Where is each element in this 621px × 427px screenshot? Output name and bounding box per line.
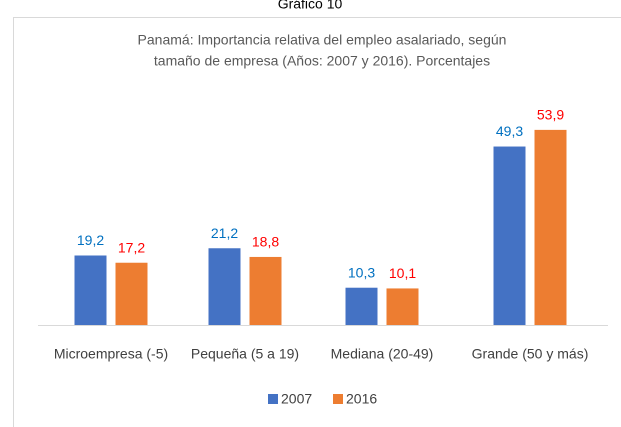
chart-title: Panamá: Importancia relativa del empleo … [138, 32, 507, 48]
bar [345, 287, 378, 325]
bar [249, 256, 282, 325]
legend-swatch [333, 394, 343, 404]
chart-heading: Gráfico 10 [278, 0, 343, 12]
data-label: 10,1 [389, 265, 416, 281]
bar [493, 146, 526, 325]
x-tick-label: Pequeña (5 a 19) [191, 346, 299, 362]
x-tick-label: Mediana (20-49) [331, 346, 434, 362]
bar [115, 262, 148, 325]
x-tick-label: Microempresa (-5) [54, 346, 168, 362]
x-tick-label: Grande (50 y más) [472, 346, 589, 362]
data-label: 19,2 [77, 232, 104, 248]
bar [534, 129, 567, 325]
legend-swatch [268, 394, 278, 404]
data-label: 53,9 [537, 107, 564, 123]
data-label: 21,2 [211, 225, 238, 241]
bar [208, 248, 241, 325]
data-label: 17,2 [118, 239, 145, 255]
bar [74, 255, 107, 325]
bar [386, 288, 419, 325]
chart-title: tamaño de empresa (Años: 2007 y 2016). P… [154, 53, 490, 69]
data-label: 49,3 [496, 123, 523, 139]
data-label: 18,8 [252, 234, 279, 250]
legend-label: 2016 [346, 391, 377, 407]
data-label: 10,3 [348, 264, 375, 280]
chart-frame [13, 17, 621, 427]
legend-label: 2007 [281, 391, 312, 407]
